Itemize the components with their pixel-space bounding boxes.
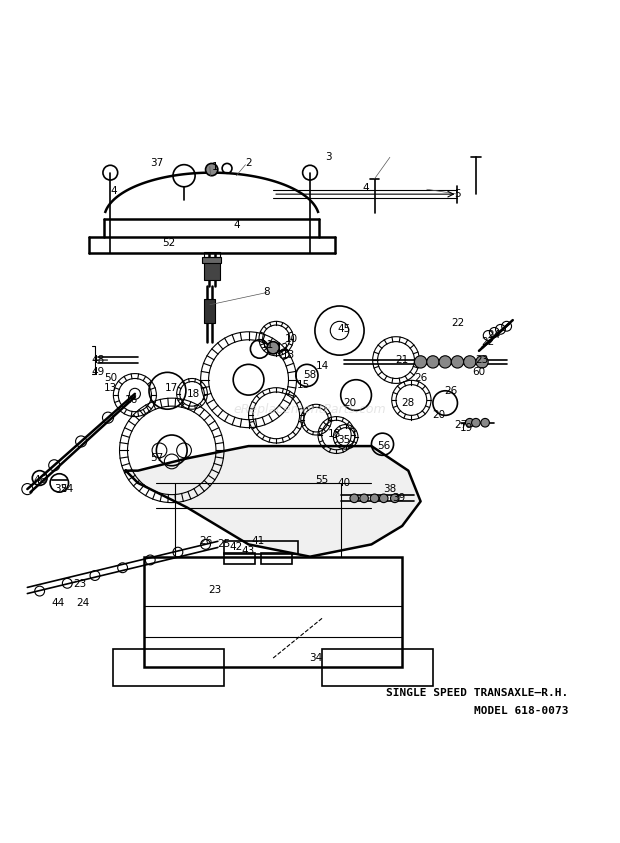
- Text: 11: 11: [260, 340, 273, 350]
- Text: 13: 13: [104, 383, 117, 393]
- Circle shape: [481, 418, 489, 427]
- Text: 26: 26: [199, 536, 212, 546]
- Text: 25: 25: [218, 540, 231, 550]
- Text: 52: 52: [162, 239, 175, 249]
- Circle shape: [360, 494, 368, 502]
- Text: 60: 60: [472, 368, 485, 378]
- Text: 44: 44: [51, 598, 64, 608]
- Text: 41: 41: [251, 536, 264, 546]
- Circle shape: [472, 418, 480, 427]
- Text: 1: 1: [211, 162, 218, 171]
- Text: 54: 54: [61, 484, 74, 494]
- Text: 8: 8: [264, 287, 270, 298]
- Text: 23: 23: [476, 355, 489, 365]
- Text: 55: 55: [316, 475, 329, 485]
- Bar: [205, 261, 219, 280]
- Circle shape: [414, 356, 427, 368]
- Bar: [224, 553, 255, 564]
- Text: 3: 3: [325, 153, 332, 163]
- Text: 15: 15: [297, 379, 311, 389]
- Text: 48: 48: [91, 355, 105, 365]
- Text: 10: 10: [285, 334, 298, 344]
- Text: 22: 22: [451, 318, 464, 328]
- Text: 26: 26: [414, 373, 427, 384]
- Text: 24: 24: [76, 598, 89, 608]
- Text: 38: 38: [383, 484, 397, 494]
- Text: 27: 27: [454, 420, 467, 430]
- Text: 37: 37: [150, 158, 163, 169]
- Bar: [144, 556, 402, 668]
- Text: 4: 4: [110, 186, 117, 196]
- Text: 40: 40: [337, 478, 350, 488]
- Text: 32: 32: [55, 484, 68, 494]
- Circle shape: [391, 494, 399, 502]
- Text: 50: 50: [104, 373, 117, 384]
- Text: 20: 20: [433, 411, 446, 421]
- Circle shape: [267, 341, 279, 354]
- Bar: [205, 298, 215, 323]
- Text: 49: 49: [91, 368, 105, 378]
- Circle shape: [476, 356, 488, 368]
- Text: 5: 5: [454, 189, 461, 199]
- Text: 57: 57: [150, 454, 163, 464]
- Text: 43: 43: [242, 545, 255, 556]
- Circle shape: [370, 494, 379, 502]
- Text: 45: 45: [337, 325, 350, 335]
- Text: 4: 4: [362, 183, 369, 193]
- Text: 34: 34: [309, 653, 323, 663]
- Text: MODEL 618-0073: MODEL 618-0073: [474, 706, 568, 717]
- Text: 21: 21: [396, 355, 409, 365]
- Text: 20: 20: [343, 398, 356, 408]
- Text: 39: 39: [392, 493, 405, 503]
- Text: 23: 23: [73, 579, 86, 589]
- Text: 18: 18: [187, 389, 200, 399]
- Text: 46: 46: [33, 475, 46, 485]
- Text: 14: 14: [316, 361, 329, 371]
- Text: 24: 24: [488, 330, 501, 341]
- Bar: [113, 649, 224, 685]
- Circle shape: [427, 356, 439, 368]
- Text: 4: 4: [233, 220, 239, 230]
- Circle shape: [439, 356, 451, 368]
- Text: 35: 35: [337, 435, 350, 445]
- Bar: [322, 649, 433, 685]
- Text: SINGLE SPEED TRANSAXLE—R.H.: SINGLE SPEED TRANSAXLE—R.H.: [386, 688, 568, 698]
- Text: 22: 22: [482, 336, 495, 346]
- Text: 42: 42: [229, 542, 243, 552]
- Text: 16: 16: [125, 395, 138, 405]
- Text: 17: 17: [165, 383, 179, 393]
- Text: eReplacementParts.com: eReplacementParts.com: [234, 403, 386, 416]
- Circle shape: [451, 356, 464, 368]
- Bar: [224, 541, 298, 554]
- Circle shape: [466, 418, 474, 427]
- Text: 26: 26: [445, 386, 458, 395]
- Bar: [204, 252, 220, 257]
- Circle shape: [350, 494, 358, 502]
- Circle shape: [464, 356, 476, 368]
- Bar: [203, 257, 221, 263]
- Text: 19: 19: [460, 422, 473, 432]
- Text: 28: 28: [402, 398, 415, 408]
- Bar: [261, 553, 291, 564]
- Text: 13: 13: [282, 350, 295, 360]
- Text: 23: 23: [208, 586, 221, 595]
- Polygon shape: [126, 446, 420, 556]
- Text: 2: 2: [246, 158, 252, 169]
- Text: 56: 56: [377, 441, 391, 451]
- Text: 58: 58: [303, 370, 317, 380]
- Circle shape: [379, 494, 388, 502]
- Circle shape: [206, 164, 218, 175]
- Text: 18: 18: [328, 429, 341, 439]
- Text: 12: 12: [276, 343, 289, 352]
